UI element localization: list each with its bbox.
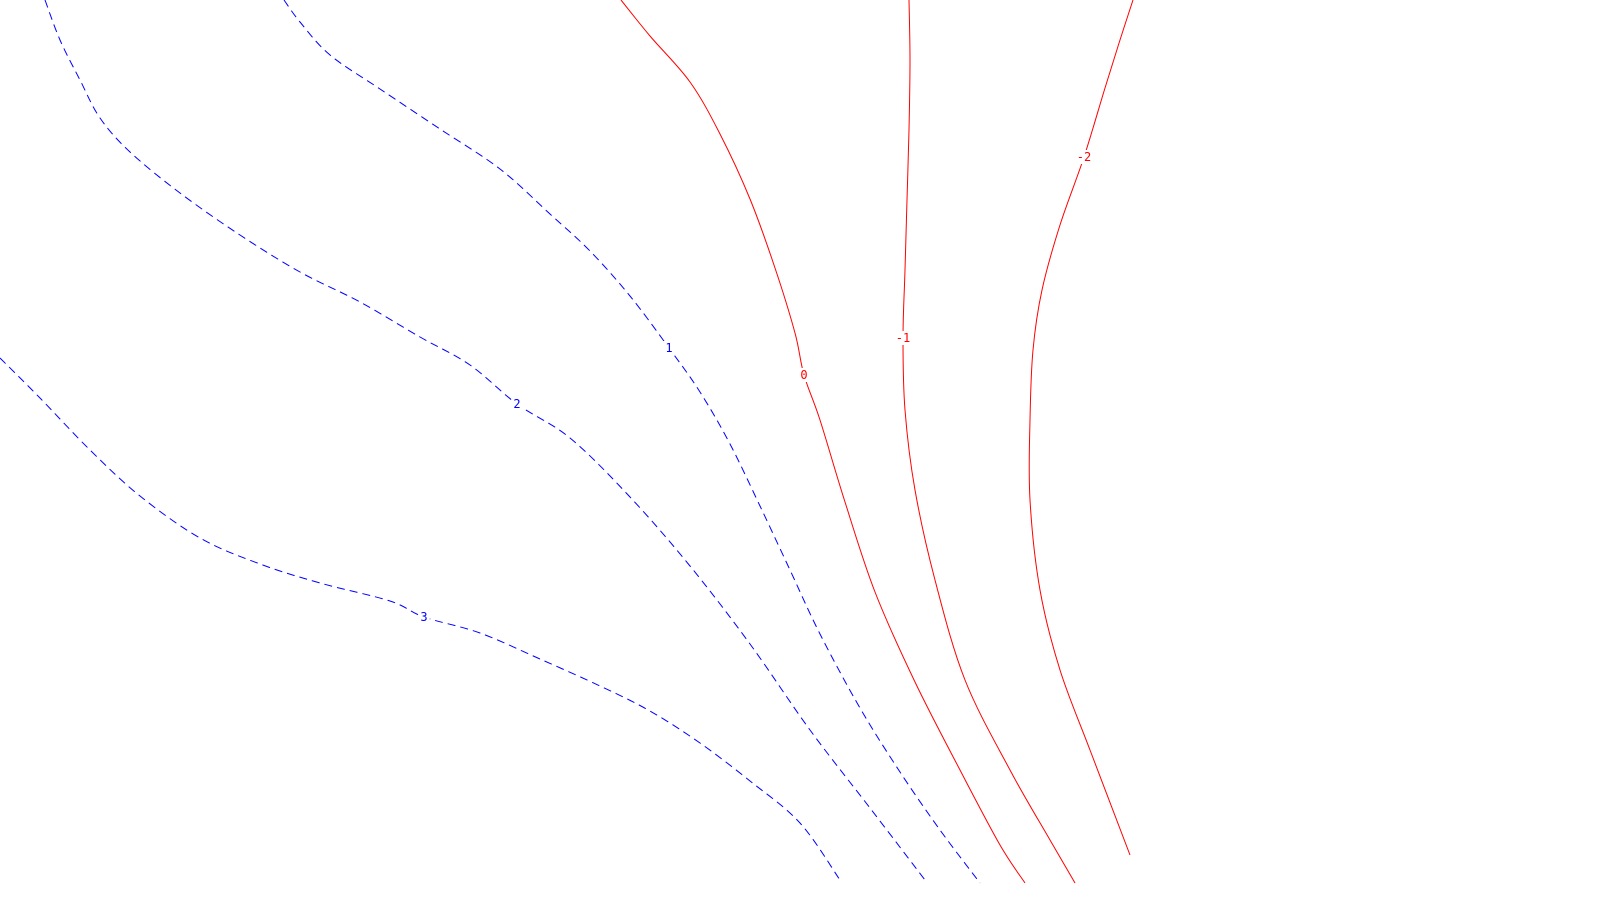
contour-line-level-0 <box>620 0 1026 884</box>
contour-line-level-neg2 <box>1028 0 1134 856</box>
contour-lines <box>0 0 1134 884</box>
contour-label-neg1: -1 <box>896 331 910 345</box>
contour-label-3: 3 <box>420 610 427 624</box>
contour-labels: 3 2 1 0 -1 -2 <box>418 150 1094 624</box>
contour-label-2: 2 <box>513 397 520 411</box>
contour-label-gap-3 <box>798 368 810 382</box>
contour-label-gap-0 <box>418 610 430 624</box>
contour-line-level-2 <box>44 0 926 881</box>
contour-line-level-1 <box>283 0 981 884</box>
contour-label-1: 1 <box>665 341 672 355</box>
contour-label-gap-4 <box>893 331 913 345</box>
contour-label-gap-1 <box>511 397 523 411</box>
contour-label-gap-5 <box>1074 150 1094 164</box>
contour-label-0: 0 <box>800 368 807 382</box>
contour-line-level-neg1 <box>902 0 1076 884</box>
contour-label-gap-2 <box>663 341 675 355</box>
contour-label-neg2: -2 <box>1077 150 1091 164</box>
